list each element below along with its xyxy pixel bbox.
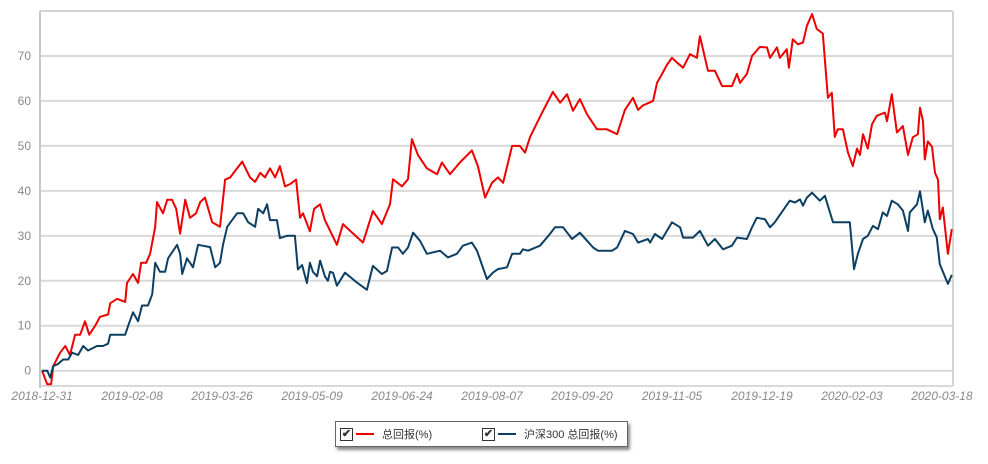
x-tick-label: 2018-12-31 [10,389,72,403]
red-line-swatch-icon [356,433,374,435]
series-line-csi300-total-return [42,190,953,379]
legend-item-total-return[interactable]: ✔ 总回报(%) [340,426,432,442]
x-tick-label: 2019-05-09 [280,389,343,403]
x-tick-label: 2019-03-26 [190,389,253,403]
line-chart: 0 10 20 30 40 50 60 70 2018-12-31 2019-02-08 2019… [10,10,973,403]
y-tick-label: 70 [18,49,32,63]
x-tick-label: 2019-08-07 [460,389,524,403]
chart-legend: ✔ 总回报(%) ✔ 沪深300 总回报(%) [335,421,628,447]
x-tick-label: 2020-03-18 [910,389,973,403]
y-tick-label: 0 [24,364,31,378]
y-tick-label: 30 [18,229,32,243]
y-tick-label: 60 [18,94,32,108]
x-tick-label: 2019-06-24 [370,389,433,403]
legend-checkbox[interactable]: ✔ [340,427,353,441]
x-tick-label: 2019-09-20 [550,389,613,403]
legend-checkbox[interactable]: ✔ [482,427,495,441]
legend-label: 总回报(%) [382,429,433,441]
y-tick-label: 50 [18,139,32,153]
navy-line-swatch-icon [498,433,516,435]
legend-item-csi300-total-return[interactable]: ✔ 沪深300 总回报(%) [482,426,618,442]
y-tick-label: 20 [18,274,32,288]
y-tick-label: 10 [18,319,32,333]
series-line-total-return [41,13,953,386]
x-tick-label: 2019-11-05 [641,389,703,403]
legend-label: 沪深300 总回报(%) [524,429,618,441]
y-tick-label: 40 [18,184,32,198]
x-tick-label: 2020-02-03 [820,389,883,403]
x-tick-label: 2019-12-19 [730,389,793,403]
x-tick-label: 2019-02-08 [100,389,163,403]
